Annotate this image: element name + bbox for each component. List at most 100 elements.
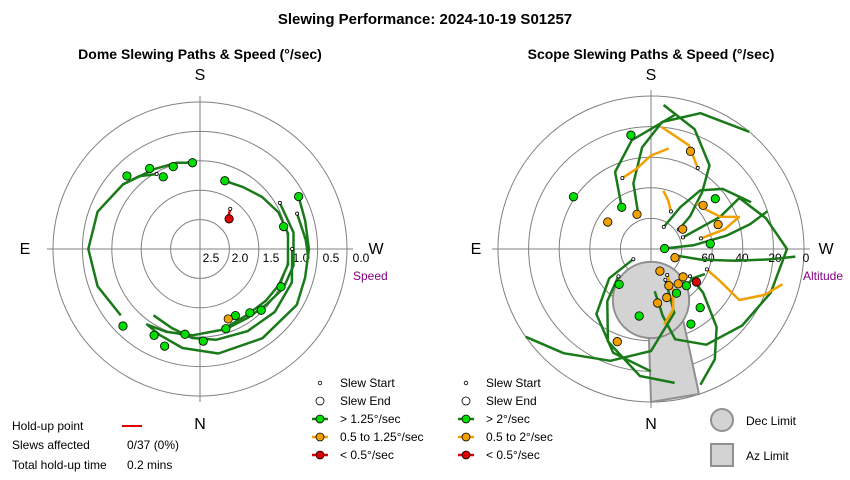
scope-path-fast — [613, 114, 676, 208]
scope-legend-item: < 0.5°/sec — [486, 448, 540, 462]
dome-slew-end-marker-fast — [122, 171, 132, 181]
scope-slew-start-point — [665, 272, 670, 277]
dome-slew-start-point — [290, 246, 295, 251]
dome-slew-end-marker-fast — [276, 282, 286, 292]
dome-slew-end-marker-fast — [160, 341, 170, 351]
dome-path-fast — [295, 213, 310, 259]
dome-radial-tick: 1.5 — [263, 251, 280, 265]
holdup-point-label: Hold-up point — [12, 419, 84, 433]
scope-slew-end-marker-fast — [671, 288, 682, 298]
az-limit-swatch — [710, 443, 734, 467]
scope-radial-tick: 0 — [803, 251, 810, 265]
dome-slew-end-marker-fast — [220, 176, 230, 186]
scope-slew-end-marker-fast — [686, 319, 696, 329]
dome-slew-end-marker-fast — [158, 172, 168, 182]
dome-slew-end-marker-fast — [198, 336, 208, 346]
dome-legend-end-swatch — [315, 396, 325, 406]
scope-slew-start-point — [661, 224, 666, 229]
dome-slew-start-point — [277, 200, 282, 205]
scope-slew-end-marker-fast — [695, 303, 705, 313]
scope-legend-mid-swatch — [461, 432, 471, 442]
dome-radial-axis-label: Speed — [353, 269, 388, 283]
scope-path-fast — [662, 187, 752, 228]
scope-slew-start-point — [687, 274, 692, 279]
scope-slew-end-marker-fast — [626, 130, 636, 140]
dome-radial-tick: 2.5 — [203, 251, 220, 265]
scope-slew-end-marker-mid — [685, 146, 696, 156]
scope-slew-end-marker-slow — [691, 277, 701, 287]
dome-slew-end-marker-slow — [224, 214, 234, 224]
holdup-slews-value: 0/37 (0%) — [127, 438, 179, 452]
dec-limit-shape — [611, 260, 691, 340]
scope-slew-end-marker-fast — [634, 311, 644, 321]
scope-legend-item: > 2°/sec — [486, 412, 530, 426]
dome-legend-item: > 1.25°/sec — [340, 412, 401, 426]
scope-panel: Scope Slewing Paths & Speed (°/sec) S N … — [471, 46, 844, 433]
scope-slew-start-point — [704, 267, 709, 272]
scope-path-fast — [689, 275, 718, 386]
scope-legend-item: 0.5 to 2°/sec — [486, 430, 553, 444]
scope-slew-start-point — [680, 235, 685, 240]
scope-slew-start-point — [668, 209, 673, 214]
dome-slew-end-marker-fast — [168, 162, 178, 172]
scope-slew-end-marker-mid — [603, 217, 613, 227]
dome-cardinal-right: W — [368, 241, 384, 258]
scope-slew-end-marker-mid — [698, 200, 708, 210]
scope-slew-end-marker-fast — [705, 239, 715, 249]
scope-slew-end-marker-fast — [681, 281, 692, 291]
dome-cardinal-bottom: N — [194, 416, 206, 433]
scope-legend-end-swatch — [461, 396, 471, 406]
scope-legend-item: Slew Start — [486, 376, 541, 390]
scope-path-fast — [653, 196, 789, 346]
scope-radial-tick: 60 — [701, 251, 715, 265]
scope-markers — [568, 130, 723, 347]
scope-slew-end-marker-mid — [670, 253, 680, 263]
scope-radial-tick: 40 — [735, 251, 749, 265]
dome-slew-start-point — [154, 172, 159, 177]
scope-slew-start-point — [695, 166, 700, 171]
holdup-slews-label: Slews affected — [12, 438, 90, 452]
scope-slew-start-point — [620, 176, 625, 181]
scope-slew-end-marker-fast — [614, 279, 624, 289]
dome-slew-end-marker-fast — [145, 163, 155, 174]
az-limit-label: Az Limit — [746, 449, 789, 463]
scope-slew-end-marker-fast — [568, 192, 579, 202]
scope-path-fast — [595, 258, 652, 373]
scope-slew-end-marker-mid — [655, 266, 665, 276]
scope-path-mid — [662, 190, 673, 212]
dome-panel-title: Dome Slewing Paths & Speed (°/sec) — [78, 46, 322, 62]
scope-slew-start-point — [616, 274, 621, 279]
scope-path-fast — [662, 104, 711, 231]
dome-legend-fast-swatch — [315, 414, 325, 424]
dome-slew-end-marker-fast — [294, 191, 304, 202]
dome-legend-mid-swatch — [315, 432, 325, 442]
scope-cardinal-bottom: N — [645, 416, 657, 433]
dome-legend-item: 0.5 to 1.25°/sec — [340, 430, 424, 444]
dome-radial-tick: 0.5 — [323, 251, 340, 265]
scope-panel-title: Scope Slewing Paths & Speed (°/sec) — [528, 46, 775, 62]
dome-slew-end-marker-fast — [118, 321, 128, 331]
scope-slew-end-marker-fast — [710, 194, 720, 204]
holdup-time-label: Total hold-up time — [12, 458, 107, 472]
dome-slew-end-marker-fast — [221, 324, 231, 334]
scope-slew-start-point — [698, 236, 703, 241]
dome-legend-item: Slew End — [340, 394, 391, 408]
dome-cardinal-left: E — [20, 241, 31, 258]
scope-slew-end-marker-mid — [612, 337, 622, 347]
dome-slew-end-marker-fast — [245, 308, 255, 318]
dome-radial-tick: 2.0 — [232, 251, 249, 265]
dome-legend-item: Slew Start — [340, 376, 395, 390]
dome-slew-end-marker-fast — [149, 330, 159, 340]
dome-panel: Dome Slewing Paths & Speed (°/sec) S N E… — [20, 46, 388, 433]
dome-legend-item: < 0.5°/sec — [340, 448, 394, 462]
scope-cardinal-top: S — [646, 67, 657, 84]
dome-slew-end-marker-fast — [180, 329, 190, 339]
dome-radial-tick: 0.0 — [353, 251, 370, 265]
dome-legend: Slew Start Slew End > 1.25°/sec 0.5 to 1.25… — [312, 376, 424, 462]
dome-slew-end-marker-fast — [279, 221, 289, 232]
dome-radial-tick: 1.0 — [293, 251, 310, 265]
scope-cardinal-left: E — [471, 241, 482, 258]
scope-slew-end-marker-mid — [653, 298, 663, 308]
dome-cardinal-top: S — [195, 67, 206, 84]
scope-path-fast — [673, 253, 796, 263]
